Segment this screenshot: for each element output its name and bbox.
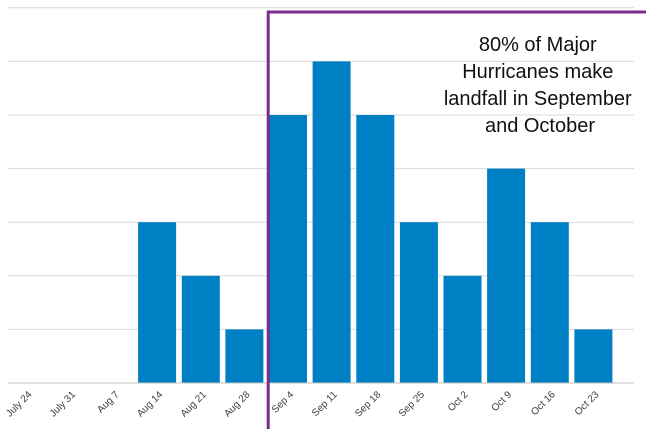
x-tick-label: Aug 21 — [179, 389, 209, 419]
bar — [269, 115, 307, 383]
bars — [138, 61, 613, 384]
bar — [530, 222, 569, 383]
bar — [356, 115, 395, 383]
bar — [574, 329, 613, 383]
annotation-line-1: 80% of Major — [479, 34, 597, 56]
bar — [181, 275, 220, 383]
annotation-box-outline — [266, 10, 646, 429]
x-tick-label: Sep 11 — [310, 389, 340, 419]
x-tick-labels: July 24 July 31 Aug 7 Aug 14 Aug 21 Aug 28 Sep… — [4, 389, 602, 420]
x-tick-label: Aug 14 — [135, 389, 165, 419]
bar — [443, 275, 482, 383]
bar — [225, 329, 264, 383]
annotation-box: 80% of Major Hurricanes make landfall in… — [266, 10, 646, 429]
x-tick-label: Oct 16 — [529, 389, 558, 418]
x-tick-label: Aug 28 — [222, 389, 252, 419]
bar — [312, 61, 351, 384]
x-tick-label: July 31 — [48, 389, 78, 419]
annotation-line-2: Hurricanes make — [462, 61, 613, 83]
x-tick-label: Oct 9 — [490, 389, 515, 414]
annotation-line-3: landfall in September — [444, 88, 632, 110]
annotation-text: 80% of Major Hurricanes make landfall in… — [444, 34, 636, 137]
bar — [138, 222, 177, 383]
x-tick-label: Oct 23 — [573, 389, 602, 418]
x-tick-label: Sep 18 — [353, 389, 383, 419]
x-tick-label: Aug 7 — [95, 389, 122, 416]
x-tick-label: July 24 — [4, 389, 34, 419]
x-tick-label: Oct 2 — [446, 389, 471, 414]
x-tick-label: Sep 25 — [397, 389, 427, 419]
x-tick-label: Sep 4 — [270, 389, 297, 416]
annotation-line-4: and October — [485, 115, 595, 137]
bar — [399, 222, 438, 383]
bar — [487, 168, 526, 383]
